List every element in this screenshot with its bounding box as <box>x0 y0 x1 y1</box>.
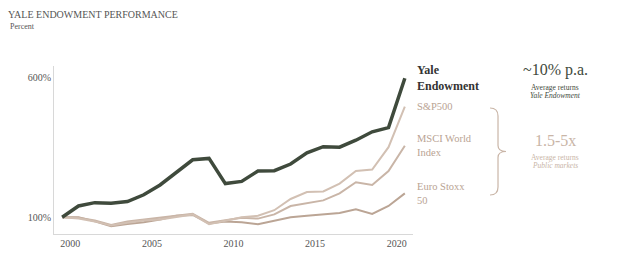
svg-text:2000: 2000 <box>60 238 80 249</box>
svg-text:YALE ENDOWMENT PERFORMANCE: YALE ENDOWMENT PERFORMANCE <box>8 9 178 20</box>
svg-text:600%: 600% <box>28 72 51 83</box>
svg-text:100%: 100% <box>28 212 51 223</box>
svg-text:~10% p.a.: ~10% p.a. <box>523 61 588 79</box>
svg-text:1.5-5x: 1.5-5x <box>535 132 576 149</box>
svg-text:MSCI WorldIndex: MSCI WorldIndex <box>417 133 472 158</box>
svg-text:Public markets: Public markets <box>532 161 578 170</box>
svg-text:2005: 2005 <box>142 238 162 249</box>
svg-text:Average returns: Average returns <box>531 83 579 92</box>
svg-text:2020: 2020 <box>387 238 407 249</box>
svg-text:YaleEndowment: YaleEndowment <box>417 63 479 93</box>
svg-text:Percent: Percent <box>10 22 35 31</box>
svg-text:Average returns: Average returns <box>531 153 579 162</box>
svg-text:Euro Stoxx50: Euro Stoxx50 <box>417 181 465 206</box>
svg-text:S&P500: S&P500 <box>417 101 453 112</box>
svg-text:2010: 2010 <box>224 238 244 249</box>
svg-text:2015: 2015 <box>305 238 325 249</box>
svg-text:Yale Endowment: Yale Endowment <box>530 91 581 100</box>
